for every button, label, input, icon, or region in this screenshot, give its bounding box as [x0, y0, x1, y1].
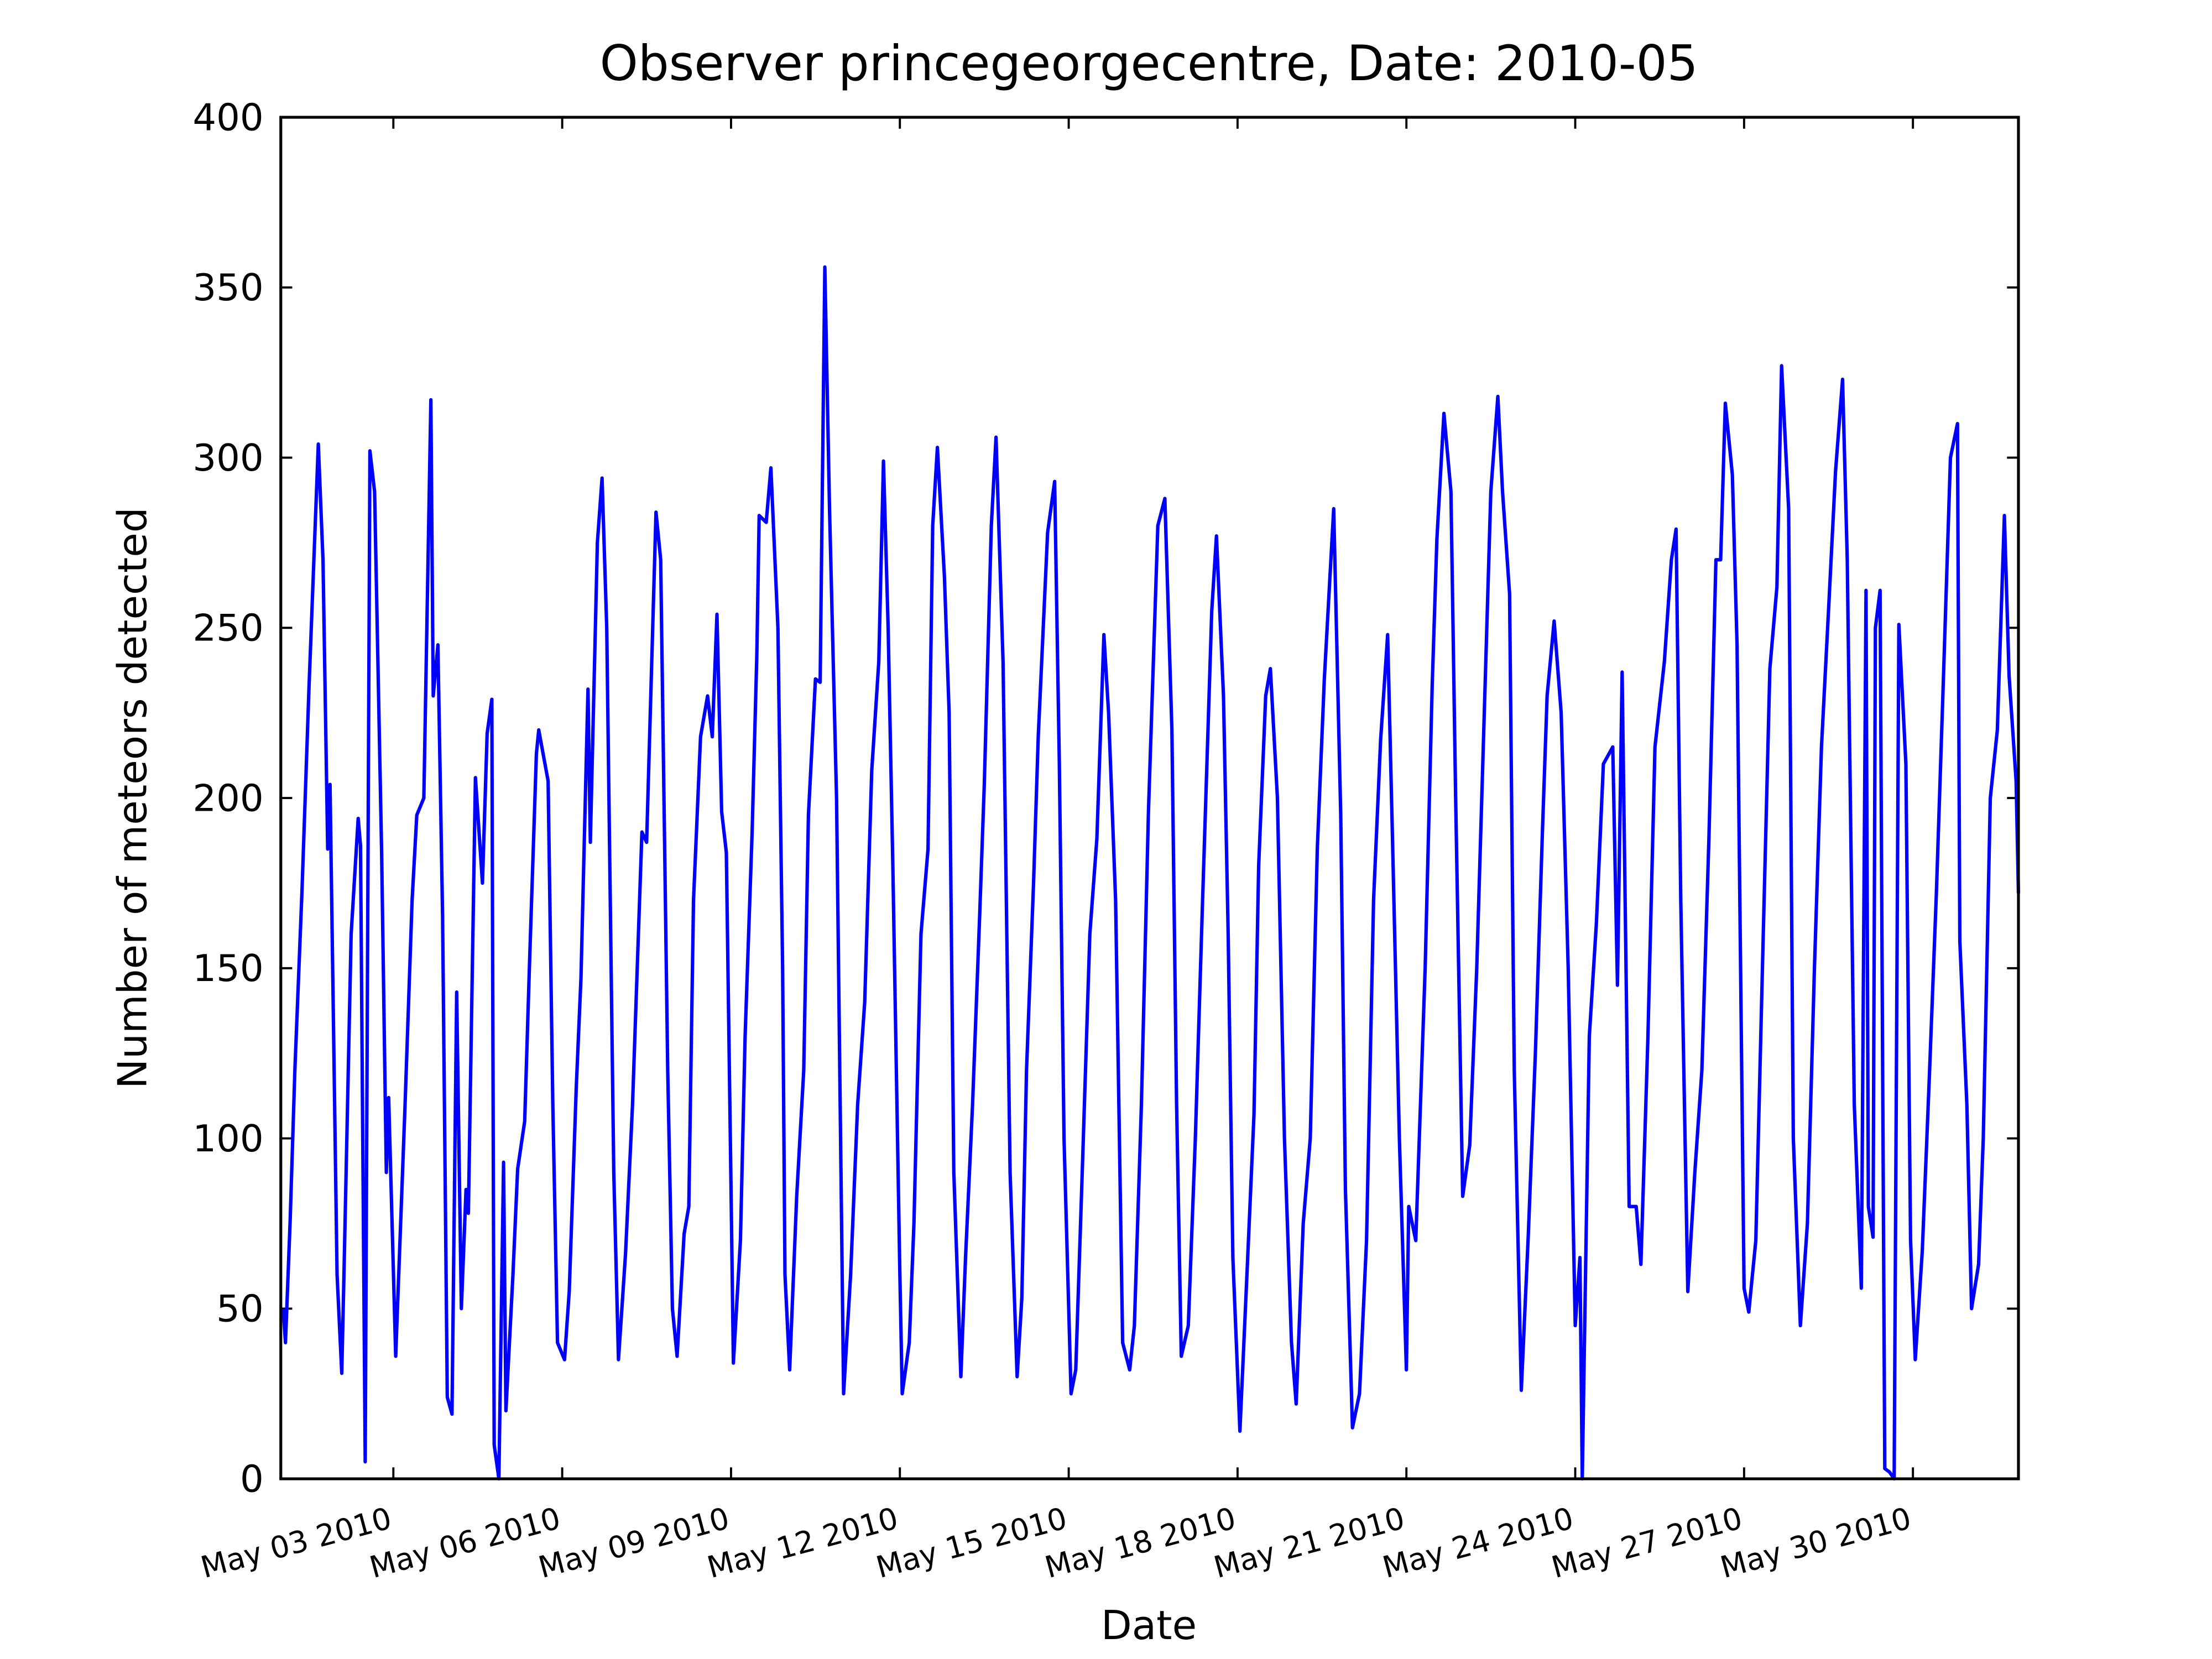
data-line	[281, 265, 2021, 1481]
y-tick-label: 300	[192, 436, 263, 479]
y-axis-label: Number of meteors detected	[110, 507, 156, 1089]
y-tick-label: 50	[216, 1287, 264, 1331]
y-tick-label: 250	[192, 607, 263, 650]
y-tick-label: 100	[192, 1117, 263, 1160]
y-tick-label: 0	[240, 1457, 264, 1500]
x-axis-label: Date	[1101, 1603, 1197, 1649]
y-tick-label: 400	[192, 96, 263, 139]
y-tick-label: 350	[192, 266, 263, 309]
chart-title: Observer princegeorgecentre, Date: 2010-…	[600, 35, 1698, 92]
plot-frame	[279, 116, 2020, 1480]
y-tick-label: 150	[192, 947, 263, 990]
y-tick-label: 200	[192, 776, 263, 820]
